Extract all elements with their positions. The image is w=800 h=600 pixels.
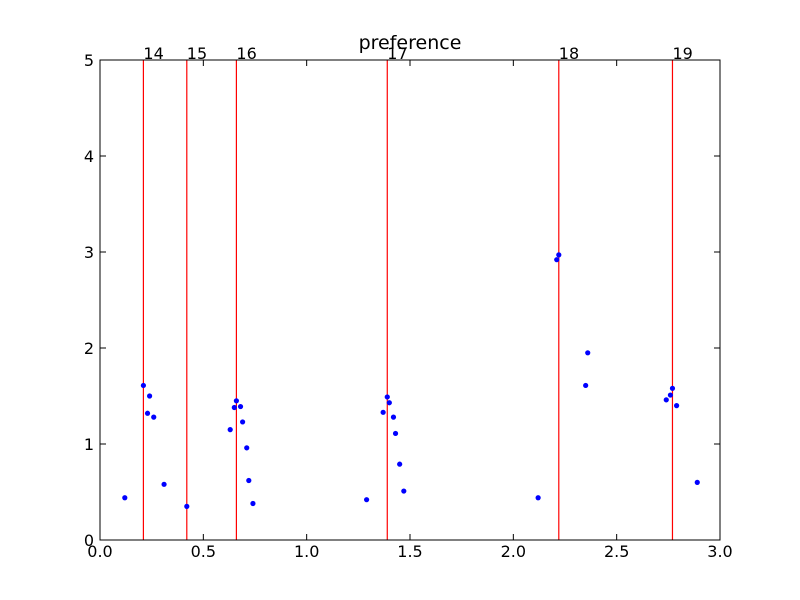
- data-point: [364, 497, 370, 503]
- data-point: [140, 382, 146, 389]
- data-point: [246, 477, 252, 484]
- data-point: [663, 397, 669, 403]
- data-point: [122, 495, 128, 501]
- data-point: [233, 398, 239, 404]
- data-point: [151, 414, 157, 420]
- x-tick-label: 1.0: [294, 542, 319, 561]
- data-point: [583, 382, 589, 389]
- data-point: [392, 430, 399, 437]
- data-point: [390, 414, 397, 420]
- data-point: [535, 495, 541, 501]
- vertical-lines-layer: [142, 60, 674, 540]
- vertical-line-label-14: 14: [143, 44, 163, 63]
- x-tick-label: 2.5: [604, 542, 629, 561]
- data-point: [147, 393, 153, 399]
- data-point: [556, 252, 562, 258]
- data-point: [144, 410, 151, 416]
- data-point: [161, 481, 167, 487]
- vertical-line-label-15: 15: [187, 44, 207, 63]
- points-layer: [122, 252, 700, 509]
- plot-frame: [99, 59, 721, 541]
- y-tick-label: 4: [84, 147, 94, 166]
- x-tick-label: 0.5: [191, 542, 216, 561]
- data-point: [380, 409, 386, 415]
- vertical-line-label-16: 16: [236, 44, 256, 63]
- data-point: [227, 427, 233, 433]
- data-point: [240, 419, 246, 425]
- data-point: [244, 445, 250, 451]
- vertical-line-label-19: 19: [672, 44, 692, 63]
- x-tick-label: 0.0: [87, 542, 112, 561]
- y-tick-label: 2: [84, 339, 94, 358]
- vertical-line-label-18: 18: [559, 44, 579, 63]
- x-tick-label: 1.5: [397, 542, 422, 561]
- chart-title: preference: [359, 32, 462, 54]
- data-point: [674, 403, 680, 409]
- vertical-line-label-17: 17: [387, 44, 407, 63]
- y-tick-label: 5: [84, 51, 94, 70]
- y-tick-label: 1: [84, 435, 94, 454]
- data-point: [231, 404, 237, 411]
- data-point: [250, 500, 256, 507]
- data-point: [184, 503, 190, 509]
- data-point: [667, 392, 674, 398]
- data-point: [384, 394, 390, 400]
- ticks-layer: [99, 59, 721, 541]
- data-point: [401, 488, 407, 494]
- data-point: [397, 461, 403, 467]
- data-point: [386, 400, 392, 406]
- x-tick-label: 2.0: [501, 542, 526, 561]
- x-tick-label: 3.0: [707, 542, 732, 561]
- data-point: [694, 479, 700, 485]
- data-point: [554, 257, 560, 263]
- data-point: [237, 403, 244, 410]
- y-tick-label: 3: [84, 243, 94, 262]
- data-point: [669, 385, 676, 391]
- vertical-line-labels-layer: 14 15 16 17 18 19: [143, 44, 692, 63]
- y-tick-label: 0: [84, 531, 94, 550]
- tick-labels-layer: 0.0 0.5 1.0 1.5 2.0 2.5 3.0 0 1 2 3 4 5: [84, 51, 733, 561]
- data-point: [585, 350, 591, 356]
